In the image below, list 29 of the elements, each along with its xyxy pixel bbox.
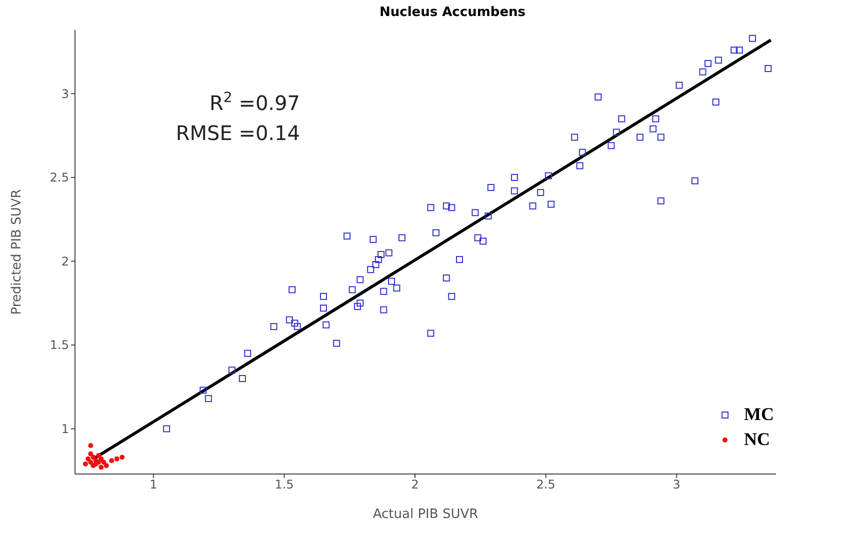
point xyxy=(120,454,125,460)
point xyxy=(98,464,104,470)
annotation: R$^{2}$ =0.97 xyxy=(210,90,300,115)
point xyxy=(104,463,109,468)
y-tick-label: 1 xyxy=(61,422,69,436)
point xyxy=(88,443,94,448)
y-tick-label: 2.5 xyxy=(50,170,69,185)
x-axis-title: Actual PIB SUVR xyxy=(372,507,478,522)
x-tick-label: 1.5 xyxy=(274,478,294,492)
point xyxy=(88,451,94,456)
y-tick-label: 2 xyxy=(61,254,69,268)
point xyxy=(109,458,114,464)
point xyxy=(88,460,94,465)
point xyxy=(82,461,88,466)
y-tick-label: 1.5 xyxy=(50,338,69,352)
annotation: RMSE =0.14 xyxy=(176,121,300,145)
point xyxy=(98,456,104,462)
y-axis-title: Predicted PIB SUVR xyxy=(10,189,25,315)
x-tick-label: 2.5 xyxy=(536,478,556,492)
x-tick-label: 2 xyxy=(411,478,419,492)
y-tick-label: 3 xyxy=(61,86,69,101)
chart-title: Nucleus Accumbens xyxy=(379,5,526,20)
legend-label: NC xyxy=(744,429,770,450)
x-tick-label: 1 xyxy=(150,478,158,492)
point xyxy=(86,456,91,462)
legend-label: MC xyxy=(744,404,774,425)
point xyxy=(96,453,102,458)
x-tick-label: 3 xyxy=(672,478,680,492)
point xyxy=(114,456,120,462)
